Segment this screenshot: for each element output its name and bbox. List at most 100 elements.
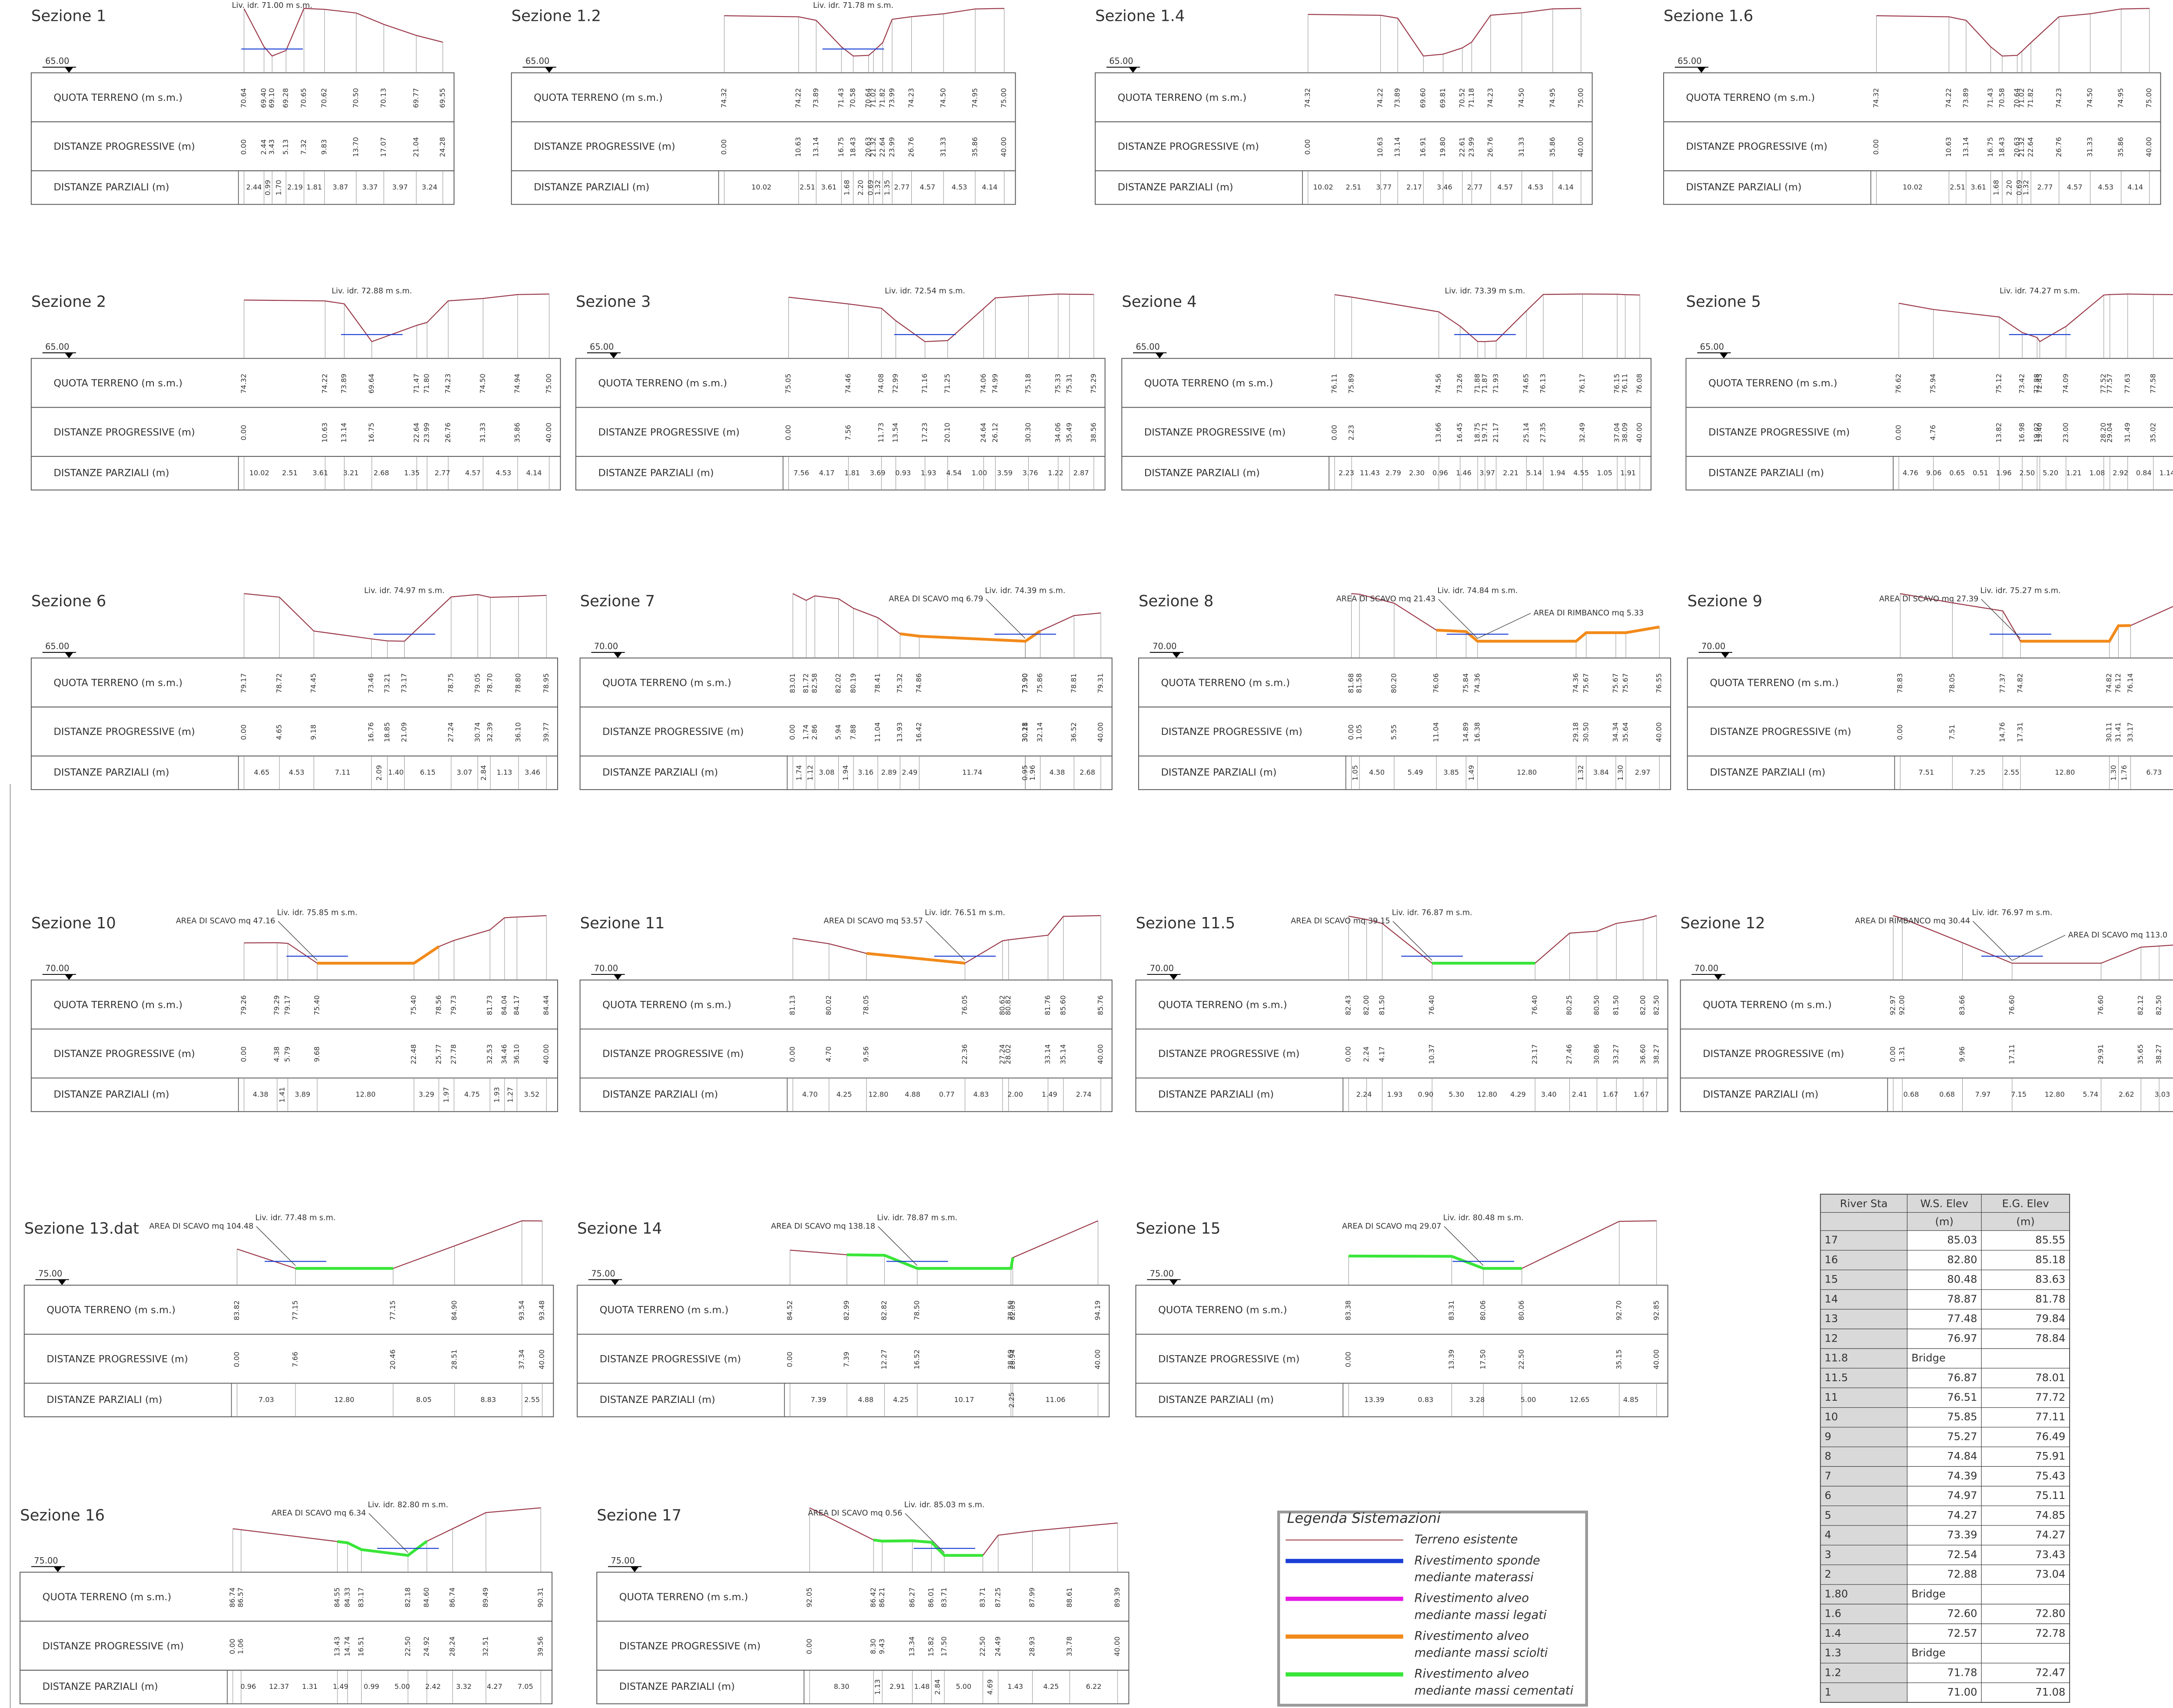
quota-value: 73.99: [887, 88, 896, 108]
quota-value: 75.67: [1582, 673, 1590, 693]
quota-value: 83.31: [1447, 1300, 1455, 1320]
quota-value: 82.00: [1362, 995, 1370, 1015]
partial-value: 5.74: [2083, 1090, 2098, 1099]
table-cell: 74.85: [2035, 1509, 2065, 1521]
table-cell: 11: [1824, 1391, 1838, 1403]
quota-value: 74.23: [444, 374, 452, 394]
progressive-value: 36.60: [1638, 1044, 1647, 1064]
table-cell: 11.5: [1824, 1372, 1848, 1384]
partial-value: 3.24: [422, 183, 437, 191]
progressive-value: 18.43: [849, 137, 857, 157]
partial-value: 0.99: [364, 1682, 379, 1691]
partial-value: 2.77: [1467, 183, 1483, 191]
partial-value: 1.00: [972, 469, 987, 477]
progressive-value: 5.79: [283, 1047, 292, 1062]
partial-value: 3.97: [392, 183, 408, 191]
quota-value: 78.05: [1948, 673, 1956, 693]
quota-value: 89.39: [1113, 1587, 1121, 1607]
partial-value: 7.39: [811, 1396, 826, 1404]
progressive-value: 0.00: [239, 1047, 248, 1062]
progressive-value: 40.00: [1655, 722, 1663, 742]
progressive-value: 31.33: [939, 137, 947, 157]
quota-value: 92.05: [805, 1587, 813, 1607]
progressive-value: 40.00: [1113, 1636, 1121, 1656]
quota-value: 77.15: [291, 1300, 299, 1320]
partial-value: 4.25: [893, 1396, 909, 1404]
legend-label: Rivestimento alveo: [1415, 1592, 1529, 1605]
section-title: Sezione 12: [1681, 914, 1765, 932]
quota-value: 74.95: [970, 88, 979, 108]
quota-value: 76.08: [1635, 374, 1644, 394]
progressive-value: 9.83: [320, 139, 328, 155]
partial-value: 5.30: [1449, 1090, 1464, 1099]
progressive-value: 13.70: [352, 137, 360, 157]
quota-value: 84.44: [542, 995, 550, 1015]
progressive-value: 23.99: [887, 137, 896, 157]
progressive-value: 7.32: [299, 139, 308, 155]
partial-value: 10.17: [954, 1396, 974, 1404]
partial-value: 11.74: [962, 768, 982, 777]
progressive-value: 0.00: [239, 139, 248, 155]
progressive-value: 7.51: [1948, 724, 1956, 740]
legend-label: Rivestimento alveo: [1415, 1629, 1529, 1643]
progressive-value: 33.17: [2126, 722, 2134, 742]
quota-value: 83.71: [978, 1587, 987, 1607]
quota-value: 75.67: [1611, 673, 1619, 693]
partial-value: 12.65: [1570, 1396, 1590, 1404]
quota-value: 74.50: [1517, 88, 1525, 108]
progressive-value: 21.09: [400, 722, 408, 742]
quota-value: 69.77: [412, 88, 420, 108]
quota-value: 86.21: [877, 1587, 886, 1607]
progressive-value: 13.82: [1995, 422, 2003, 442]
progressive-value: 32.49: [1578, 422, 1586, 442]
partial-value: 4.27: [487, 1682, 502, 1691]
quota-value: 84.33: [343, 1587, 351, 1607]
quota-value: 79.73: [449, 995, 458, 1015]
table-cell: 8: [1824, 1450, 1831, 1462]
progressive-value: 40.00: [1000, 137, 1008, 157]
partial-value: 7.51: [1918, 768, 1934, 777]
row-label: DISTANZE PARZIALI (m): [1161, 767, 1276, 778]
partial-value: 5.20: [2043, 469, 2058, 477]
quota-value: 75.40: [312, 995, 321, 1015]
partial-value: 2.49: [902, 768, 917, 777]
progressive-value: 18.43: [1997, 137, 2006, 157]
progressive-value: 2.44: [259, 139, 268, 155]
table-header: E.G. Elev: [2002, 1197, 2049, 1210]
datum-label: 65.00: [1700, 342, 1724, 352]
partial-value: 0.96: [240, 1682, 256, 1691]
quota-value: 74.86: [915, 673, 923, 693]
quota-value: 79.26: [239, 995, 248, 1015]
table-cell: 78.01: [2035, 1372, 2065, 1384]
section-title: Sezione 3: [576, 293, 651, 311]
progressive-value: 17.11: [2007, 1044, 2016, 1064]
row-label: DISTANZE PROGRESSIVE (m): [1161, 726, 1302, 738]
table-cell: 76.51: [1947, 1391, 1977, 1403]
partial-value: 2.77: [2037, 183, 2053, 191]
quota-value: 78.95: [542, 673, 550, 693]
legend-label: mediante massi cementati: [1415, 1684, 1574, 1698]
water-level-label: Liv. idr. 74.27 m s.m.: [2000, 287, 2080, 296]
progressive-value: 13.34: [908, 1636, 916, 1656]
partial-value: 7.15: [2011, 1090, 2027, 1099]
datum-label: 65.00: [1136, 342, 1160, 352]
progressive-value: 40.00: [1096, 1044, 1104, 1064]
partial-value: 0.90: [1418, 1090, 1433, 1099]
progressive-value: 23.17: [1531, 1044, 1539, 1064]
progressive-value: 23.99: [422, 422, 431, 442]
table-cell: 1.80: [1824, 1588, 1848, 1600]
quota-value: 71.43: [837, 88, 845, 108]
progressive-value: 17.07: [379, 137, 388, 157]
quota-value: 76.62: [1894, 374, 1903, 394]
section-title: Sezione 11: [580, 914, 665, 932]
progressive-value: 29.91: [2097, 1044, 2105, 1064]
quota-value: 84.17: [512, 995, 521, 1015]
quota-value: 73.46: [367, 673, 375, 693]
progressive-value: 40.00: [1096, 722, 1104, 742]
water-level-label: Liv. idr. 75.85 m s.m.: [277, 908, 357, 917]
progressive-value: 30.86: [1592, 1044, 1601, 1064]
progressive-value: 35.15: [1615, 1349, 1623, 1369]
area-note: AREA DI SCAVO mq 113.0: [2068, 931, 2168, 940]
quota-value: 74.56: [1434, 374, 1442, 394]
partial-value: 3.77: [1376, 183, 1392, 191]
